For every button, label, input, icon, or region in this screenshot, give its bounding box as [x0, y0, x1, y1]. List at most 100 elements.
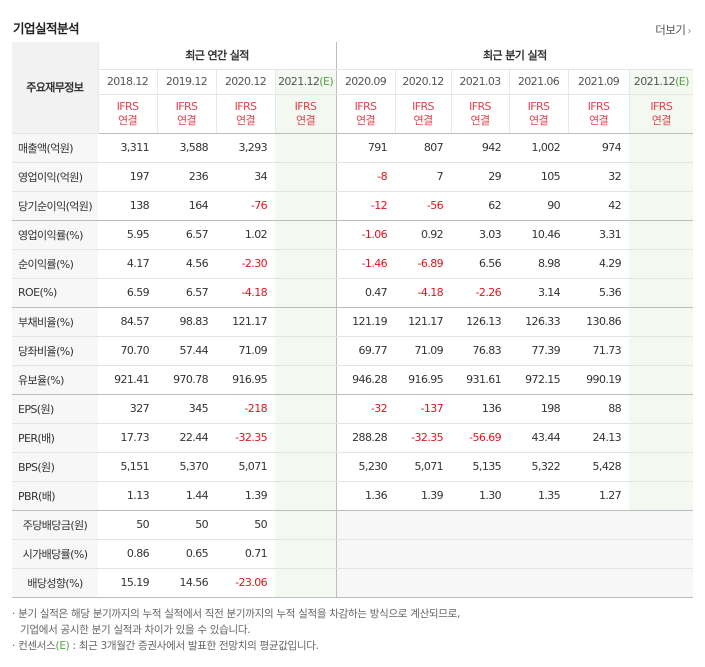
value-cell: 42	[568, 191, 630, 221]
row-label: ROE(%)	[12, 278, 98, 308]
value-cell	[275, 162, 337, 192]
value-cell: 5,071	[395, 452, 452, 482]
empty-cell	[629, 539, 694, 569]
value-cell	[629, 394, 694, 424]
value-cell: 1.02	[216, 220, 275, 250]
value-cell: 791	[335, 133, 396, 163]
ifrs-label: IFRS 연결	[97, 94, 157, 134]
period-header: 2020.09	[335, 69, 396, 95]
value-cell: 98.83	[157, 307, 216, 337]
value-cell: 126.13	[451, 307, 510, 337]
value-cell: 5,370	[157, 452, 216, 482]
value-cell: -32.35	[395, 423, 452, 453]
value-cell: 71.73	[568, 336, 630, 366]
estimate-mark: (E)	[319, 75, 334, 88]
value-cell: 84.57	[98, 307, 157, 337]
value-cell: 3,311	[98, 133, 157, 163]
empty-cell	[629, 510, 694, 540]
period-header: 2021.06	[508, 69, 569, 95]
empty-cell	[451, 510, 510, 540]
value-cell: 5,428	[568, 452, 630, 482]
value-cell: 4.29	[568, 249, 630, 279]
row-header-label: 주요재무정보	[12, 42, 98, 134]
value-cell: 8.98	[509, 249, 569, 279]
value-cell	[275, 510, 337, 540]
value-cell: 1.27	[568, 481, 630, 511]
value-cell: 198	[509, 394, 569, 424]
table-row: 부채비율(%) 84.57 98.83 121.17 121.19 121.17 126.1…	[12, 307, 694, 337]
value-cell: 22.44	[157, 423, 216, 453]
value-cell: 71.09	[216, 336, 275, 366]
ifrs-label: IFRS 연결	[215, 94, 275, 134]
value-cell: -137	[395, 394, 452, 424]
value-cell: 57.44	[157, 336, 216, 366]
ifrs-label: IFRS 연결	[567, 94, 630, 134]
empty-cell	[395, 539, 452, 569]
value-cell	[629, 162, 694, 192]
ifrs-label: IFRS 연결	[508, 94, 569, 134]
value-cell: 14.56	[157, 568, 216, 598]
value-cell: 15.19	[98, 568, 157, 598]
value-cell: 1.39	[395, 481, 452, 511]
value-cell: 34	[216, 162, 275, 192]
ifrs-label: IFRS 연결	[274, 94, 337, 134]
value-cell: 136	[451, 394, 510, 424]
value-cell: 3.03	[451, 220, 510, 250]
period-header: 2020.12	[394, 69, 452, 95]
table-row: 당좌비율(%) 70.70 57.44 71.09 69.77 71.09 76.83 77.…	[12, 336, 694, 366]
value-cell: 71.09	[395, 336, 452, 366]
value-cell: 121.17	[216, 307, 275, 337]
period-header: 2021.12(E)	[274, 69, 337, 95]
table-row: 영업이익(억원) 197 236 34 -8 7 29 105 32	[12, 162, 694, 192]
footnote-quarter: · 분기 실적은 해당 분기까지의 누적 실적에서 직전 분기까지의 누적 실적…	[12, 608, 461, 620]
empty-cell	[395, 510, 452, 540]
value-cell: 24.13	[568, 423, 630, 453]
value-cell	[629, 278, 694, 308]
value-cell: 1,002	[509, 133, 569, 163]
estimate-mark: (E)	[675, 75, 689, 88]
value-cell: 6.57	[157, 220, 216, 250]
value-cell: 807	[395, 133, 452, 163]
value-cell: 931.61	[451, 365, 510, 395]
ifrs-label: IFRS 연결	[450, 94, 510, 134]
ifrs-label: IFRS 연결	[394, 94, 452, 134]
value-cell: 4.56	[157, 249, 216, 279]
value-cell: 1.39	[216, 481, 275, 511]
table-row: 당기순이익(억원) 138 164 -76 -12 -56 62 90 42	[12, 191, 694, 221]
empty-cell	[509, 510, 569, 540]
row-label: 영업이익률(%)	[12, 220, 98, 250]
value-cell	[629, 307, 694, 337]
table-row: 영업이익률(%) 5.95 6.57 1.02 -1.06 0.92 3.03 10.46 3.…	[12, 220, 694, 250]
value-cell: 1.30	[451, 481, 510, 511]
value-cell: 105	[509, 162, 569, 192]
value-cell: -8	[335, 162, 396, 192]
value-cell: 77.39	[509, 336, 569, 366]
value-cell: 7	[395, 162, 452, 192]
value-cell: 5.95	[98, 220, 157, 250]
row-label: BPS(원)	[12, 452, 98, 482]
value-cell	[629, 481, 694, 511]
value-cell: -32	[335, 394, 396, 424]
value-cell: 921.41	[98, 365, 157, 395]
value-cell	[275, 220, 337, 250]
value-cell: 88	[568, 394, 630, 424]
row-label: 배당성향(%)	[12, 568, 98, 598]
value-cell: 6.59	[98, 278, 157, 308]
group-annual-header: 최근 연간 실적	[97, 42, 337, 70]
value-cell	[275, 133, 337, 163]
ifrs-label: IFRS 연결	[156, 94, 216, 134]
empty-cell	[335, 510, 396, 540]
value-cell: 916.95	[216, 365, 275, 395]
more-link[interactable]: 더보기 ›	[655, 22, 691, 38]
value-cell	[275, 568, 337, 598]
value-cell	[275, 394, 337, 424]
empty-cell	[568, 568, 630, 598]
value-cell: 29	[451, 162, 510, 192]
value-cell: 1.13	[98, 481, 157, 511]
value-cell: 5,071	[216, 452, 275, 482]
row-label: 유보율(%)	[12, 365, 98, 395]
table-row: PER(배) 17.73 22.44 -32.35 288.28 -32.35 -56.69…	[12, 423, 694, 453]
value-cell: -23.06	[216, 568, 275, 598]
value-cell: 0.86	[98, 539, 157, 569]
table-row: PBR(배) 1.13 1.44 1.39 1.36 1.39 1.30 1.35 1.27	[12, 481, 694, 511]
